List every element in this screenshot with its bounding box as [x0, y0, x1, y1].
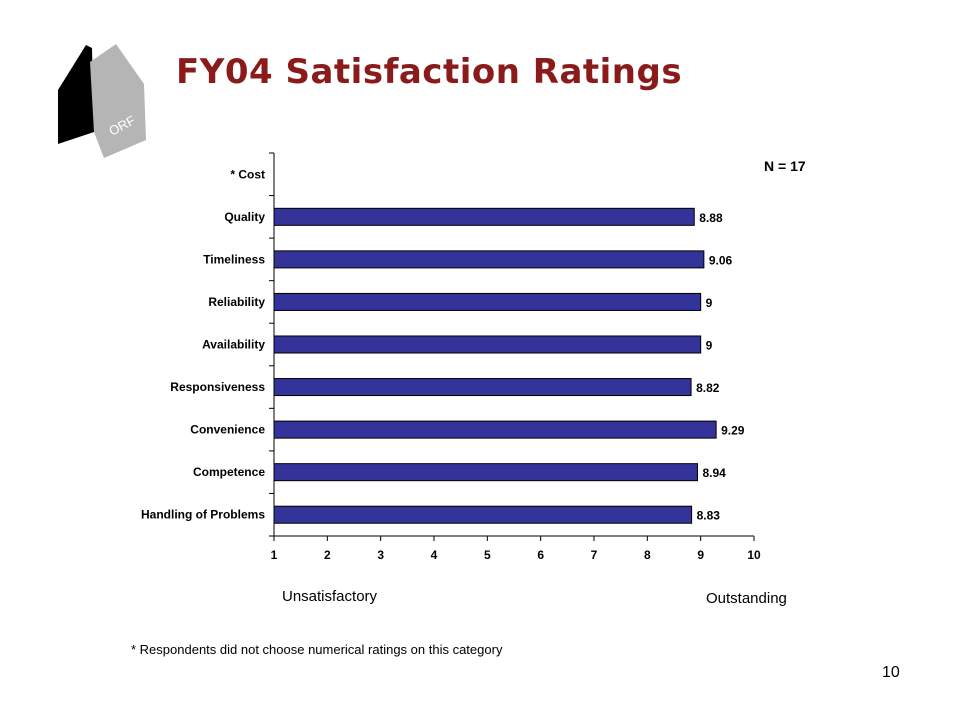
bar-reliability [273, 292, 702, 311]
page-title: FY04 Satisfaction Ratings [176, 52, 683, 92]
footnote: * Respondents did not choose numerical r… [131, 642, 503, 657]
page-number: 10 [882, 664, 900, 681]
x-tick-label-8: 8 [644, 548, 651, 562]
category-label-convenience: Convenience [190, 423, 265, 437]
category-label-timeliness: Timeliness [203, 252, 265, 266]
value-label-responsiveness: 8.82 [696, 381, 720, 395]
category-label-reliability: Reliability [208, 295, 265, 309]
category-label-availability: Availability [202, 338, 265, 352]
bar-convenience [273, 420, 717, 439]
logo-dark-wall [58, 45, 94, 144]
value-label-reliability: 9 [706, 296, 713, 310]
bar-quality [273, 207, 695, 226]
value-label-handling-of-problems: 8.83 [697, 509, 721, 523]
logo-grey-wall [90, 44, 146, 158]
category-label-responsiveness: Responsiveness [170, 380, 265, 394]
labels-layer: * Cost Quality 8.88 Timeliness 9.06 Reliabili… [141, 167, 745, 522]
bars-layer [273, 207, 717, 524]
x-tick-label-4: 4 [431, 548, 438, 562]
sample-size-label: N = 17 [764, 158, 806, 174]
value-label-quality: 8.88 [699, 211, 723, 225]
value-label-timeliness: 9.06 [709, 253, 733, 267]
category-label-cost: * Cost [230, 167, 265, 181]
x-tick-label-7: 7 [591, 548, 598, 562]
category-label-handling-of-problems: Handling of Problems [141, 508, 265, 522]
scale-low-label: Unsatisfactory [282, 588, 378, 605]
bar-availability [273, 335, 702, 354]
x-tick-label-10: 10 [747, 548, 761, 562]
x-tick-label-6: 6 [537, 548, 544, 562]
x-tick-label-2: 2 [324, 548, 331, 562]
bar-handling-of-problems [273, 505, 693, 524]
category-label-competence: Competence [193, 465, 265, 479]
scale-high-label: Outstanding [706, 590, 787, 607]
bar-timeliness [273, 250, 705, 269]
category-label-quality: Quality [224, 210, 265, 224]
bar-responsiveness [273, 378, 692, 397]
orf-logo: ORF [52, 40, 152, 165]
value-label-convenience: 9.29 [721, 424, 745, 438]
value-label-availability: 9 [706, 339, 713, 353]
ticks-layer: 1 2 3 4 5 6 7 8 9 10 [269, 152, 761, 562]
bar-competence [273, 463, 698, 482]
x-tick-label-5: 5 [484, 548, 491, 562]
x-tick-label-9: 9 [697, 548, 704, 562]
value-label-competence: 8.94 [702, 466, 726, 480]
x-tick-label-3: 3 [377, 548, 384, 562]
x-tick-label-1: 1 [271, 548, 278, 562]
